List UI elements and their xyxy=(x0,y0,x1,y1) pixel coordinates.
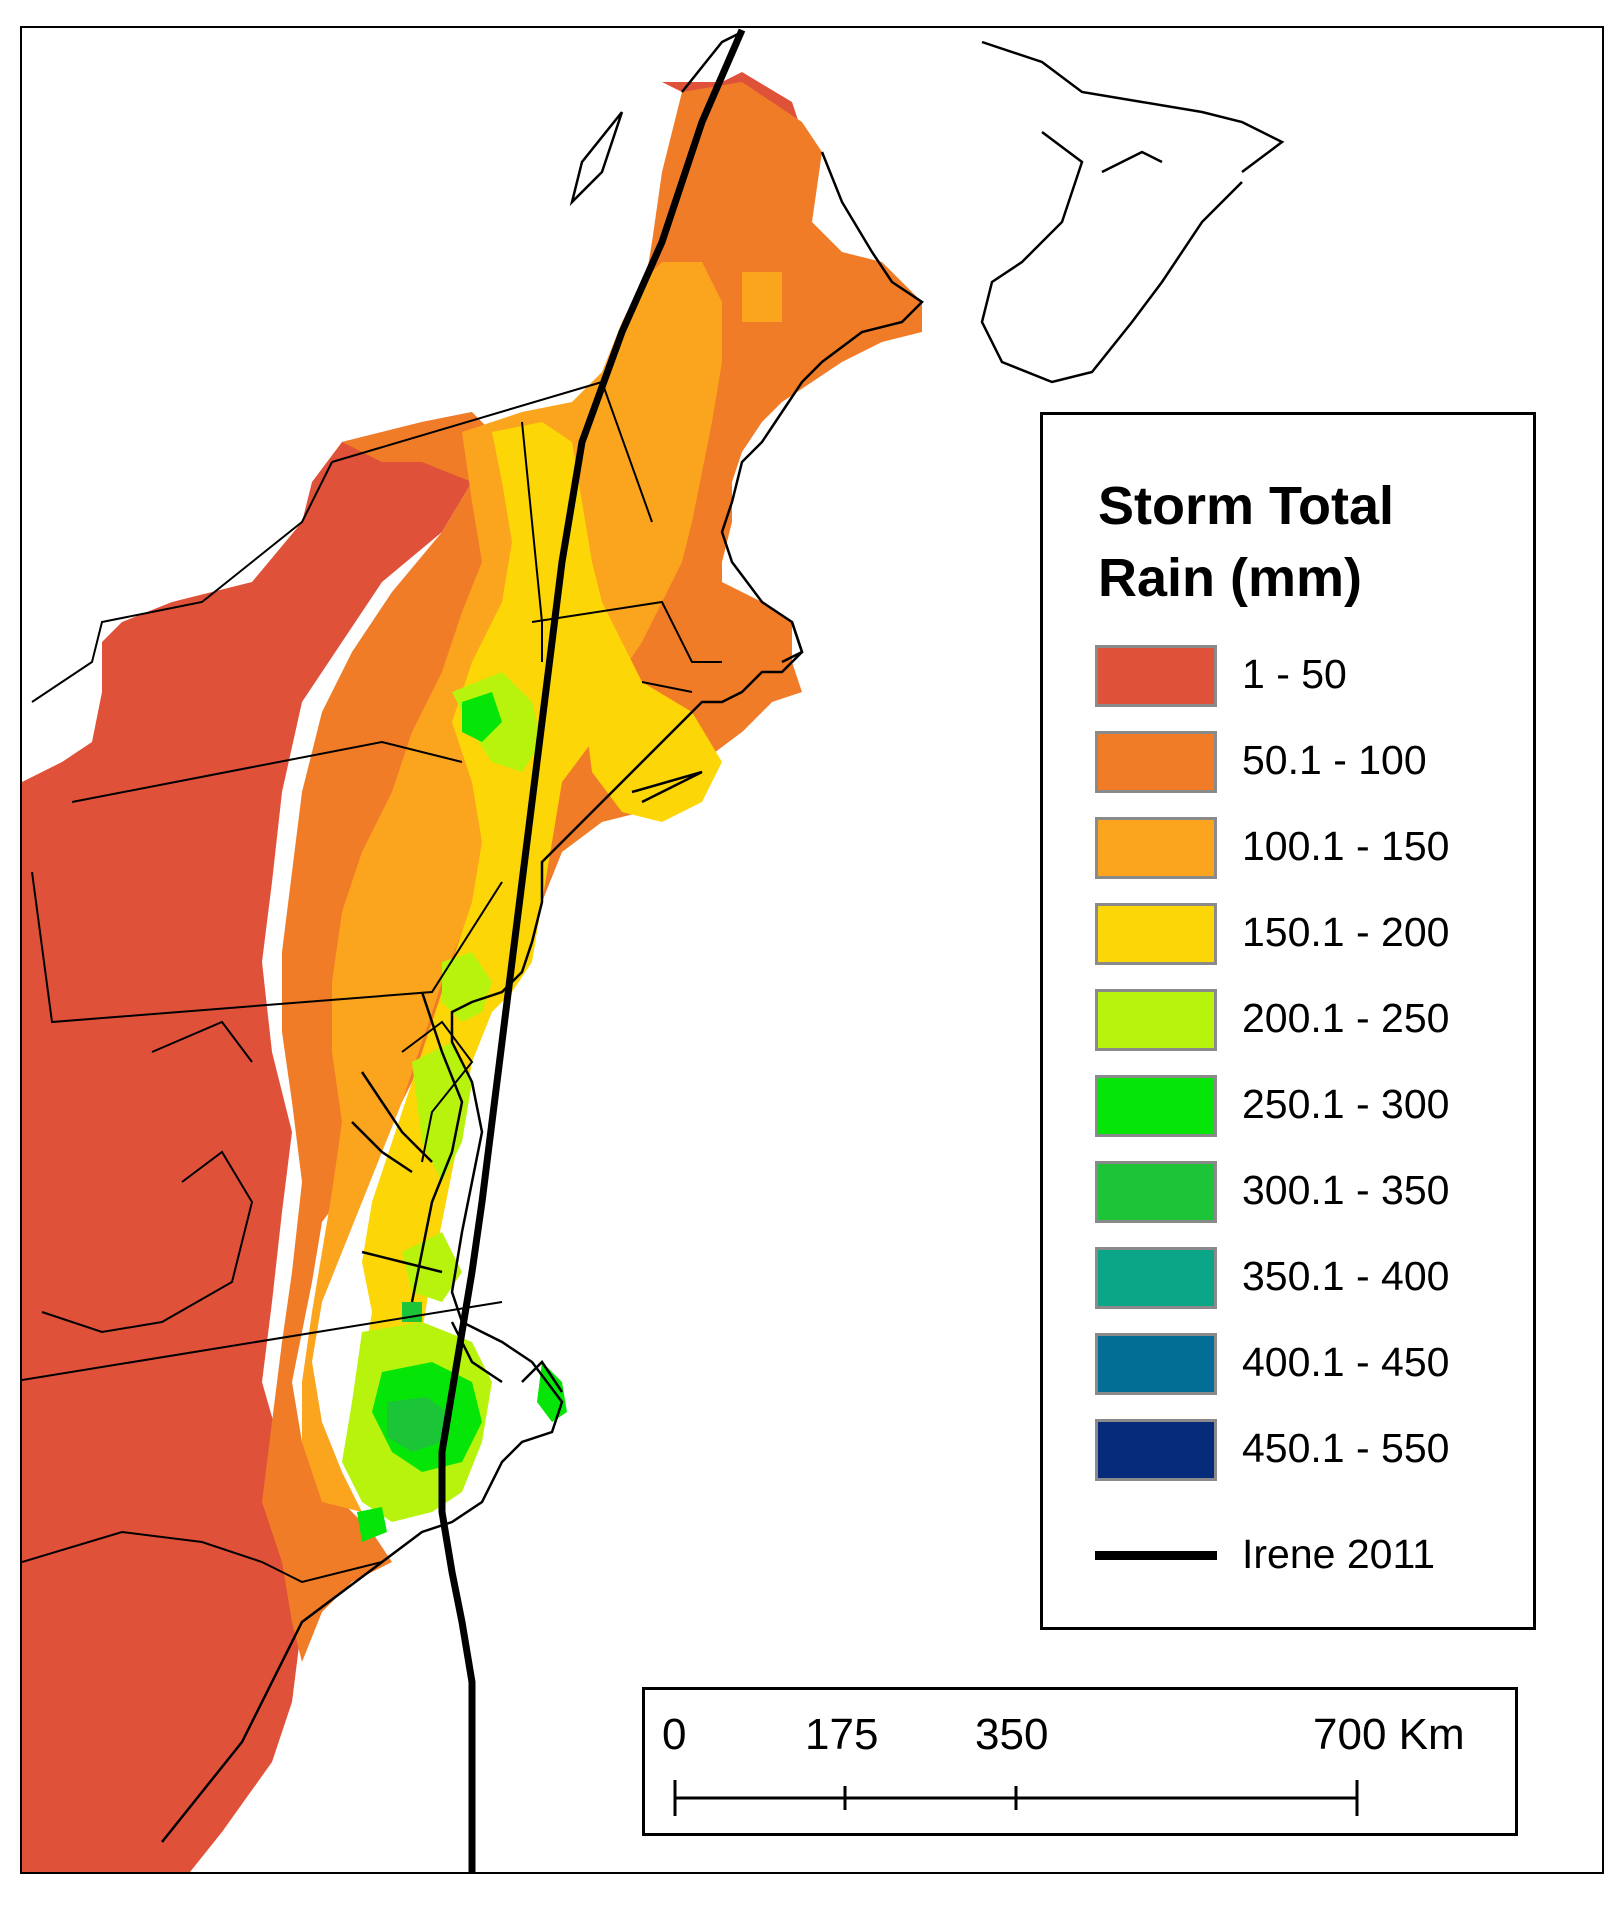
scale-label-350: 350 xyxy=(975,1710,1049,1759)
legend-title-line-2: Rain (mm) xyxy=(1098,548,1363,608)
scale-label-175: 175 xyxy=(805,1710,879,1759)
legend-swatch xyxy=(1095,1419,1217,1481)
legend-label: 450.1 - 550 xyxy=(1242,1425,1450,1471)
scale-label-0: 0 xyxy=(662,1710,687,1759)
legend-label: 400.1 - 450 xyxy=(1242,1339,1450,1385)
legend-label: 250.1 - 300 xyxy=(1242,1081,1450,1127)
legend-entry: 50.1 - 100 xyxy=(1095,731,1515,795)
legend-label: 200.1 - 250 xyxy=(1242,995,1450,1041)
legend-entry: 250.1 - 300 xyxy=(1095,1075,1515,1139)
legend-entry: 450.1 - 550 xyxy=(1095,1419,1515,1483)
legend: Storm Total Rain (mm) 1 - 50 50.1 - 100 10… xyxy=(1040,412,1536,1630)
legend-entry: 400.1 - 450 xyxy=(1095,1333,1515,1397)
scale-bar: 0 175 350 700 Km xyxy=(642,1687,1518,1836)
legend-label: 350.1 - 400 xyxy=(1242,1253,1450,1299)
legend-title-line-1: Storm Total xyxy=(1098,476,1394,536)
rainfall-map xyxy=(22,28,1285,1872)
legend-label: 1 - 50 xyxy=(1242,651,1347,697)
legend-entry: 350.1 - 400 xyxy=(1095,1247,1515,1311)
legend-title: Storm Total Rain (mm) xyxy=(1098,470,1394,614)
scale-bar-graphic xyxy=(673,1780,1359,1816)
state-boundaries xyxy=(22,381,722,1584)
legend-label: 300.1 - 350 xyxy=(1242,1167,1450,1213)
legend-swatch xyxy=(1095,1247,1217,1309)
legend-entry: 100.1 - 150 xyxy=(1095,817,1515,881)
legend-swatch xyxy=(1095,1161,1217,1223)
legend-swatch xyxy=(1095,817,1217,879)
legend-swatch xyxy=(1095,731,1217,793)
scale-label-700: 700 Km xyxy=(1313,1710,1465,1759)
storm-track-irene-2011 xyxy=(438,28,746,1872)
legend-swatch xyxy=(1095,1075,1217,1137)
legend-label: 100.1 - 150 xyxy=(1242,823,1450,869)
legend-label: 150.1 - 200 xyxy=(1242,909,1450,955)
legend-entry: 300.1 - 350 xyxy=(1095,1161,1515,1225)
legend-entry: 150.1 - 200 xyxy=(1095,903,1515,967)
legend-swatch xyxy=(1095,903,1217,965)
legend-swatch xyxy=(1095,1333,1217,1395)
legend-entry-track: Irene 2011 xyxy=(1095,1525,1515,1589)
coastline xyxy=(161,30,1285,1843)
legend-track-label: Irene 2011 xyxy=(1242,1531,1436,1577)
rainfall-region-100-150 xyxy=(302,262,782,1512)
legend-label: 50.1 - 100 xyxy=(1242,737,1427,783)
legend-track-line xyxy=(1095,1551,1217,1560)
legend-swatch xyxy=(1095,989,1217,1051)
legend-swatch xyxy=(1095,645,1217,707)
legend-entry: 200.1 - 250 xyxy=(1095,989,1515,1053)
legend-entry: 1 - 50 xyxy=(1095,645,1515,709)
